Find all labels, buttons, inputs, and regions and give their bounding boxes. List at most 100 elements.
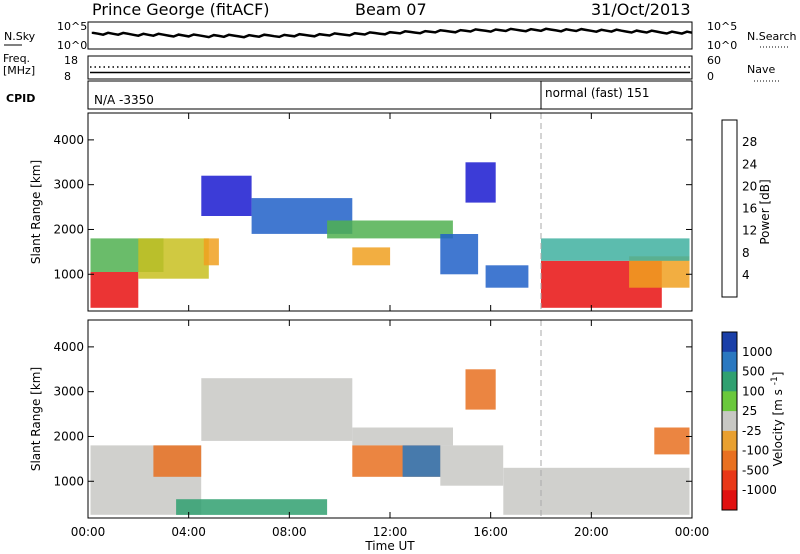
vel-yticks-label-2: 2000 — [53, 429, 84, 443]
power-cbar-frame — [721, 119, 738, 298]
velocity-cbar-label-tail: ] — [771, 372, 785, 377]
power-colorbar: 28 24 20 16 12 8 4 — [721, 119, 757, 298]
power-marks — [90, 162, 690, 308]
velocity-cbar-tick-4: -25 — [742, 424, 762, 438]
power-yticks: 4000 3000 2000 1000 — [53, 133, 692, 281]
velocity-cbar-swatch-0 — [722, 332, 737, 353]
power-cbar-tick-6: 4 — [742, 268, 750, 282]
xtick-label-4: 16:00 — [473, 525, 508, 539]
vel-yticks-label-0: 4000 — [53, 340, 84, 354]
velocity-marks — [90, 369, 690, 515]
noise-right-tick-low: 10^0 — [707, 39, 737, 52]
power-panel: 4000 3000 2000 1000 Slant Range [km] 28 24 20… — [29, 112, 772, 312]
power-marks-cell-4 — [201, 175, 252, 216]
power-marks-cell-8 — [440, 234, 479, 275]
noise-panel: N.Sky 10^5 10^0 10^5 10^0 N.Search — [4, 20, 797, 52]
nave-tick-low: 0 — [707, 70, 714, 83]
velocity-cbar-swatch-4 — [722, 411, 737, 432]
velocity-cbar-label-text: Velocity [m s — [771, 389, 785, 466]
power-cbar-tick-5: 8 — [742, 246, 750, 260]
nave-tick-high: 60 — [707, 54, 721, 67]
noise-left-label: N.Sky — [4, 30, 36, 43]
vel-marks-cell-5 — [402, 445, 441, 477]
power-marks-cell-10 — [485, 265, 529, 288]
velocity-cbar-swatch-5 — [722, 430, 737, 452]
velocity-cbar-label: Velocity [m s -1] — [770, 372, 785, 467]
velocity-panel: 4000 3000 2000 1000 Slant Range [km] 1000 50… — [29, 319, 785, 519]
power-marks-cell-13 — [541, 238, 690, 261]
power-yticks-label-0: 4000 — [53, 133, 84, 147]
station-title: Prince George (fitACF) — [92, 0, 270, 19]
vel-marks-cell-10 — [654, 427, 690, 455]
vel-marks-cell-6 — [440, 445, 504, 486]
noise-left-tick-high: 10^5 — [57, 20, 87, 33]
power-yticks-label-3: 1000 — [53, 267, 84, 281]
xtick-label-0: 00:00 — [71, 525, 106, 539]
velocity-cbar-swatch-8 — [722, 490, 737, 511]
noise-trace — [91, 27, 693, 39]
freq-panel: Freq. [MHz] 18 8 60 0 Nave — [3, 52, 780, 83]
xtick-label-6: 00:00 — [675, 525, 710, 539]
velocity-cbar-swatch-3 — [722, 391, 737, 412]
power-ylabel: Slant Range [km] — [29, 160, 43, 264]
noise-right-tick-high: 10^5 — [707, 20, 737, 33]
velocity-colorbar: 1000 500 100 25 -25 -100 -500 -1000 — [721, 331, 777, 511]
power-marks-cell-7 — [352, 247, 391, 266]
power-marks-cell-9 — [465, 162, 496, 203]
freq-tick-low: 8 — [64, 70, 71, 83]
noise-left-tick-low: 10^0 — [57, 39, 87, 52]
freq-label-2: [MHz] — [3, 64, 35, 77]
power-cbar-tick-4: 12 — [742, 224, 757, 238]
velocity-cbar-swatch-7 — [722, 470, 737, 491]
x-axis-ticks: 00:00 04:00 08:00 12:00 16:00 20:00 00:00 — [71, 113, 710, 539]
power-yticks-label-1: 3000 — [53, 178, 84, 192]
velocity-ylabel: Slant Range [km] — [29, 367, 43, 471]
power-cbar-label: Power [dB] — [758, 179, 772, 244]
power-marks-cell-6 — [327, 220, 453, 239]
x-axis-label: Time UT — [364, 539, 415, 553]
velocity-yticks: 4000 3000 2000 1000 — [53, 340, 692, 488]
xtick-label-5: 20:00 — [574, 525, 609, 539]
freq-tick-high: 18 — [64, 54, 78, 67]
vel-marks-cell-7 — [465, 369, 496, 410]
beam-title: Beam 07 — [355, 0, 427, 19]
power-marks-cell-0 — [90, 272, 139, 308]
velocity-cbar-tick-1: 500 — [742, 365, 765, 379]
xtick-label-3: 12:00 — [373, 525, 408, 539]
freq-label-1: Freq. — [3, 52, 30, 65]
cpid-segment-2: normal (fast) 151 — [545, 86, 649, 100]
vel-marks-cell-8 — [503, 467, 690, 515]
velocity-cbar-frame — [721, 331, 738, 511]
power-cbar-tick-0: 28 — [742, 135, 757, 149]
velocity-cbar-swatch-1 — [722, 351, 737, 373]
power-yticks-label-2: 2000 — [53, 222, 84, 236]
xtick-label-2: 08:00 — [272, 525, 307, 539]
vel-marks-cell-2 — [201, 378, 353, 441]
cpid-label: CPID — [6, 92, 35, 105]
power-cbar-tick-3: 16 — [742, 202, 757, 216]
power-marks-cell-3 — [203, 238, 219, 266]
velocity-cbar-tick-6: -500 — [742, 463, 769, 477]
velocity-cbar-tick-5: -100 — [742, 444, 769, 458]
vel-yticks-label-3: 1000 — [53, 474, 84, 488]
velocity-cbar-label-exponent: -1 — [770, 376, 780, 385]
date-title: 31/Oct/2013 — [591, 0, 691, 19]
cpid-segment-1: N/A -3350 — [94, 93, 154, 107]
power-cbar-tick-1: 24 — [742, 157, 757, 171]
velocity-cbar-tick-0: 1000 — [742, 345, 773, 359]
vel-yticks-label-1: 3000 — [53, 385, 84, 399]
velocity-cbar-tick-2: 100 — [742, 384, 765, 398]
nave-label: Nave — [747, 63, 775, 76]
velocity-cbar-swatch-6 — [722, 450, 737, 471]
cpid-panel: CPID N/A -3350 normal (fast) 151 — [6, 80, 693, 110]
noise-right-label: N.Search — [747, 30, 797, 43]
velocity-cbar-swatch-2 — [722, 371, 737, 392]
vel-marks-cell-3 — [352, 427, 453, 446]
vel-marks-cell-9 — [176, 499, 328, 515]
power-marks-cell-12 — [629, 256, 690, 288]
power-cbar-tick-2: 20 — [742, 179, 757, 193]
power-marks-cell-2 — [138, 238, 209, 279]
xtick-label-1: 04:00 — [171, 525, 206, 539]
vel-marks-cell-1 — [153, 445, 202, 477]
